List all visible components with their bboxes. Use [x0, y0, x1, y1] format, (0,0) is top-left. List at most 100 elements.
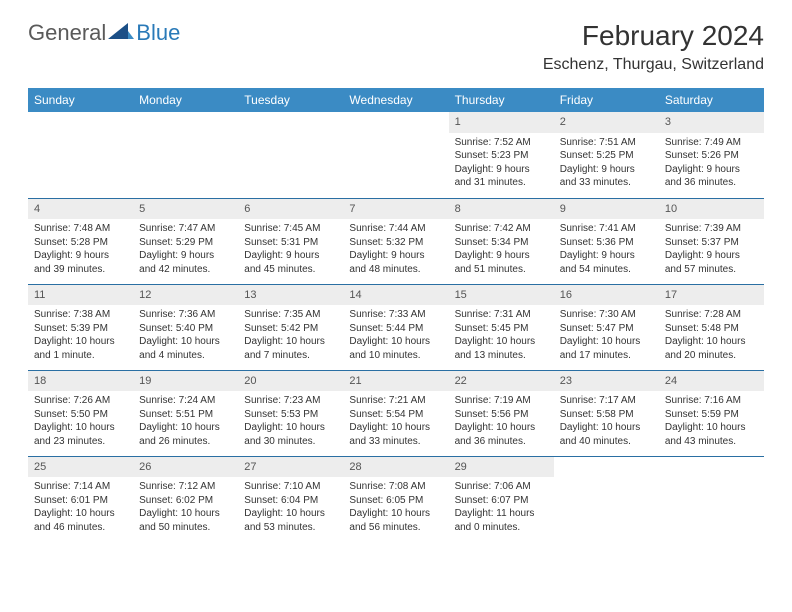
day-header: Sunday	[28, 88, 133, 112]
day-header: Thursday	[449, 88, 554, 112]
day-data: Sunrise: 7:52 AMSunset: 5:23 PMDaylight:…	[449, 133, 554, 194]
day-cell: 6Sunrise: 7:45 AMSunset: 5:31 PMDaylight…	[238, 198, 343, 284]
location-text: Eschenz, Thurgau, Switzerland	[543, 56, 764, 74]
day-number: 7	[343, 199, 448, 220]
day-cell: 7Sunrise: 7:44 AMSunset: 5:32 PMDaylight…	[343, 198, 448, 284]
day-cell: 5Sunrise: 7:47 AMSunset: 5:29 PMDaylight…	[133, 198, 238, 284]
calendar-head: SundayMondayTuesdayWednesdayThursdayFrid…	[28, 88, 764, 112]
day-cell: 15Sunrise: 7:31 AMSunset: 5:45 PMDayligh…	[449, 284, 554, 370]
day-cell: 21Sunrise: 7:21 AMSunset: 5:54 PMDayligh…	[343, 370, 448, 456]
day-cell: 1Sunrise: 7:52 AMSunset: 5:23 PMDaylight…	[449, 112, 554, 198]
day-number: 1	[449, 112, 554, 133]
day-number: 21	[343, 371, 448, 392]
day-number: 19	[133, 371, 238, 392]
day-cell: 10Sunrise: 7:39 AMSunset: 5:37 PMDayligh…	[659, 198, 764, 284]
day-number: 11	[28, 285, 133, 306]
day-number: 27	[238, 457, 343, 478]
day-data: Sunrise: 7:45 AMSunset: 5:31 PMDaylight:…	[238, 219, 343, 280]
day-data: Sunrise: 7:49 AMSunset: 5:26 PMDaylight:…	[659, 133, 764, 194]
day-number: 8	[449, 199, 554, 220]
week-row: 11Sunrise: 7:38 AMSunset: 5:39 PMDayligh…	[28, 284, 764, 370]
day-cell	[28, 112, 133, 198]
day-data: Sunrise: 7:30 AMSunset: 5:47 PMDaylight:…	[554, 305, 659, 366]
day-header: Friday	[554, 88, 659, 112]
day-cell: 3Sunrise: 7:49 AMSunset: 5:26 PMDaylight…	[659, 112, 764, 198]
day-number: 24	[659, 371, 764, 392]
day-data: Sunrise: 7:21 AMSunset: 5:54 PMDaylight:…	[343, 391, 448, 452]
day-cell: 12Sunrise: 7:36 AMSunset: 5:40 PMDayligh…	[133, 284, 238, 370]
day-data: Sunrise: 7:06 AMSunset: 6:07 PMDaylight:…	[449, 477, 554, 538]
day-number: 9	[554, 199, 659, 220]
day-number: 10	[659, 199, 764, 220]
day-number: 26	[133, 457, 238, 478]
day-number: 23	[554, 371, 659, 392]
day-data: Sunrise: 7:36 AMSunset: 5:40 PMDaylight:…	[133, 305, 238, 366]
day-data: Sunrise: 7:33 AMSunset: 5:44 PMDaylight:…	[343, 305, 448, 366]
day-cell: 8Sunrise: 7:42 AMSunset: 5:34 PMDaylight…	[449, 198, 554, 284]
day-data: Sunrise: 7:42 AMSunset: 5:34 PMDaylight:…	[449, 219, 554, 280]
day-data: Sunrise: 7:28 AMSunset: 5:48 PMDaylight:…	[659, 305, 764, 366]
day-cell: 19Sunrise: 7:24 AMSunset: 5:51 PMDayligh…	[133, 370, 238, 456]
day-cell: 28Sunrise: 7:08 AMSunset: 6:05 PMDayligh…	[343, 456, 448, 542]
day-data: Sunrise: 7:10 AMSunset: 6:04 PMDaylight:…	[238, 477, 343, 538]
day-cell: 14Sunrise: 7:33 AMSunset: 5:44 PMDayligh…	[343, 284, 448, 370]
calendar-table: SundayMondayTuesdayWednesdayThursdayFrid…	[28, 88, 764, 542]
header: General Blue February 2024 Eschenz, Thur…	[28, 20, 764, 74]
day-cell	[133, 112, 238, 198]
day-number: 15	[449, 285, 554, 306]
day-number: 14	[343, 285, 448, 306]
day-number: 12	[133, 285, 238, 306]
day-data: Sunrise: 7:39 AMSunset: 5:37 PMDaylight:…	[659, 219, 764, 280]
logo-text-blue: Blue	[136, 20, 180, 46]
week-row: 18Sunrise: 7:26 AMSunset: 5:50 PMDayligh…	[28, 370, 764, 456]
day-header: Wednesday	[343, 88, 448, 112]
logo: General Blue	[28, 20, 180, 46]
week-row: 25Sunrise: 7:14 AMSunset: 6:01 PMDayligh…	[28, 456, 764, 542]
day-data: Sunrise: 7:16 AMSunset: 5:59 PMDaylight:…	[659, 391, 764, 452]
day-cell: 11Sunrise: 7:38 AMSunset: 5:39 PMDayligh…	[28, 284, 133, 370]
day-data: Sunrise: 7:41 AMSunset: 5:36 PMDaylight:…	[554, 219, 659, 280]
day-cell: 17Sunrise: 7:28 AMSunset: 5:48 PMDayligh…	[659, 284, 764, 370]
day-number: 25	[28, 457, 133, 478]
day-data: Sunrise: 7:48 AMSunset: 5:28 PMDaylight:…	[28, 219, 133, 280]
day-data: Sunrise: 7:17 AMSunset: 5:58 PMDaylight:…	[554, 391, 659, 452]
day-number: 20	[238, 371, 343, 392]
day-header: Monday	[133, 88, 238, 112]
day-cell	[659, 456, 764, 542]
day-cell: 29Sunrise: 7:06 AMSunset: 6:07 PMDayligh…	[449, 456, 554, 542]
day-cell: 2Sunrise: 7:51 AMSunset: 5:25 PMDaylight…	[554, 112, 659, 198]
day-number: 22	[449, 371, 554, 392]
day-cell	[238, 112, 343, 198]
day-header: Tuesday	[238, 88, 343, 112]
day-cell: 25Sunrise: 7:14 AMSunset: 6:01 PMDayligh…	[28, 456, 133, 542]
day-data: Sunrise: 7:35 AMSunset: 5:42 PMDaylight:…	[238, 305, 343, 366]
day-number: 18	[28, 371, 133, 392]
day-data: Sunrise: 7:26 AMSunset: 5:50 PMDaylight:…	[28, 391, 133, 452]
day-cell: 24Sunrise: 7:16 AMSunset: 5:59 PMDayligh…	[659, 370, 764, 456]
day-cell	[343, 112, 448, 198]
day-data: Sunrise: 7:51 AMSunset: 5:25 PMDaylight:…	[554, 133, 659, 194]
day-cell: 18Sunrise: 7:26 AMSunset: 5:50 PMDayligh…	[28, 370, 133, 456]
day-header: Saturday	[659, 88, 764, 112]
day-cell: 27Sunrise: 7:10 AMSunset: 6:04 PMDayligh…	[238, 456, 343, 542]
day-cell: 20Sunrise: 7:23 AMSunset: 5:53 PMDayligh…	[238, 370, 343, 456]
day-cell	[554, 456, 659, 542]
day-number: 16	[554, 285, 659, 306]
day-number: 17	[659, 285, 764, 306]
day-number: 3	[659, 112, 764, 133]
day-data: Sunrise: 7:47 AMSunset: 5:29 PMDaylight:…	[133, 219, 238, 280]
day-number: 5	[133, 199, 238, 220]
day-number: 6	[238, 199, 343, 220]
day-number: 2	[554, 112, 659, 133]
day-cell: 9Sunrise: 7:41 AMSunset: 5:36 PMDaylight…	[554, 198, 659, 284]
day-cell: 22Sunrise: 7:19 AMSunset: 5:56 PMDayligh…	[449, 370, 554, 456]
month-title: February 2024	[543, 20, 764, 52]
day-data: Sunrise: 7:14 AMSunset: 6:01 PMDaylight:…	[28, 477, 133, 538]
day-number: 4	[28, 199, 133, 220]
day-data: Sunrise: 7:23 AMSunset: 5:53 PMDaylight:…	[238, 391, 343, 452]
day-cell: 23Sunrise: 7:17 AMSunset: 5:58 PMDayligh…	[554, 370, 659, 456]
day-data: Sunrise: 7:24 AMSunset: 5:51 PMDaylight:…	[133, 391, 238, 452]
day-cell: 26Sunrise: 7:12 AMSunset: 6:02 PMDayligh…	[133, 456, 238, 542]
day-number: 28	[343, 457, 448, 478]
day-number: 29	[449, 457, 554, 478]
